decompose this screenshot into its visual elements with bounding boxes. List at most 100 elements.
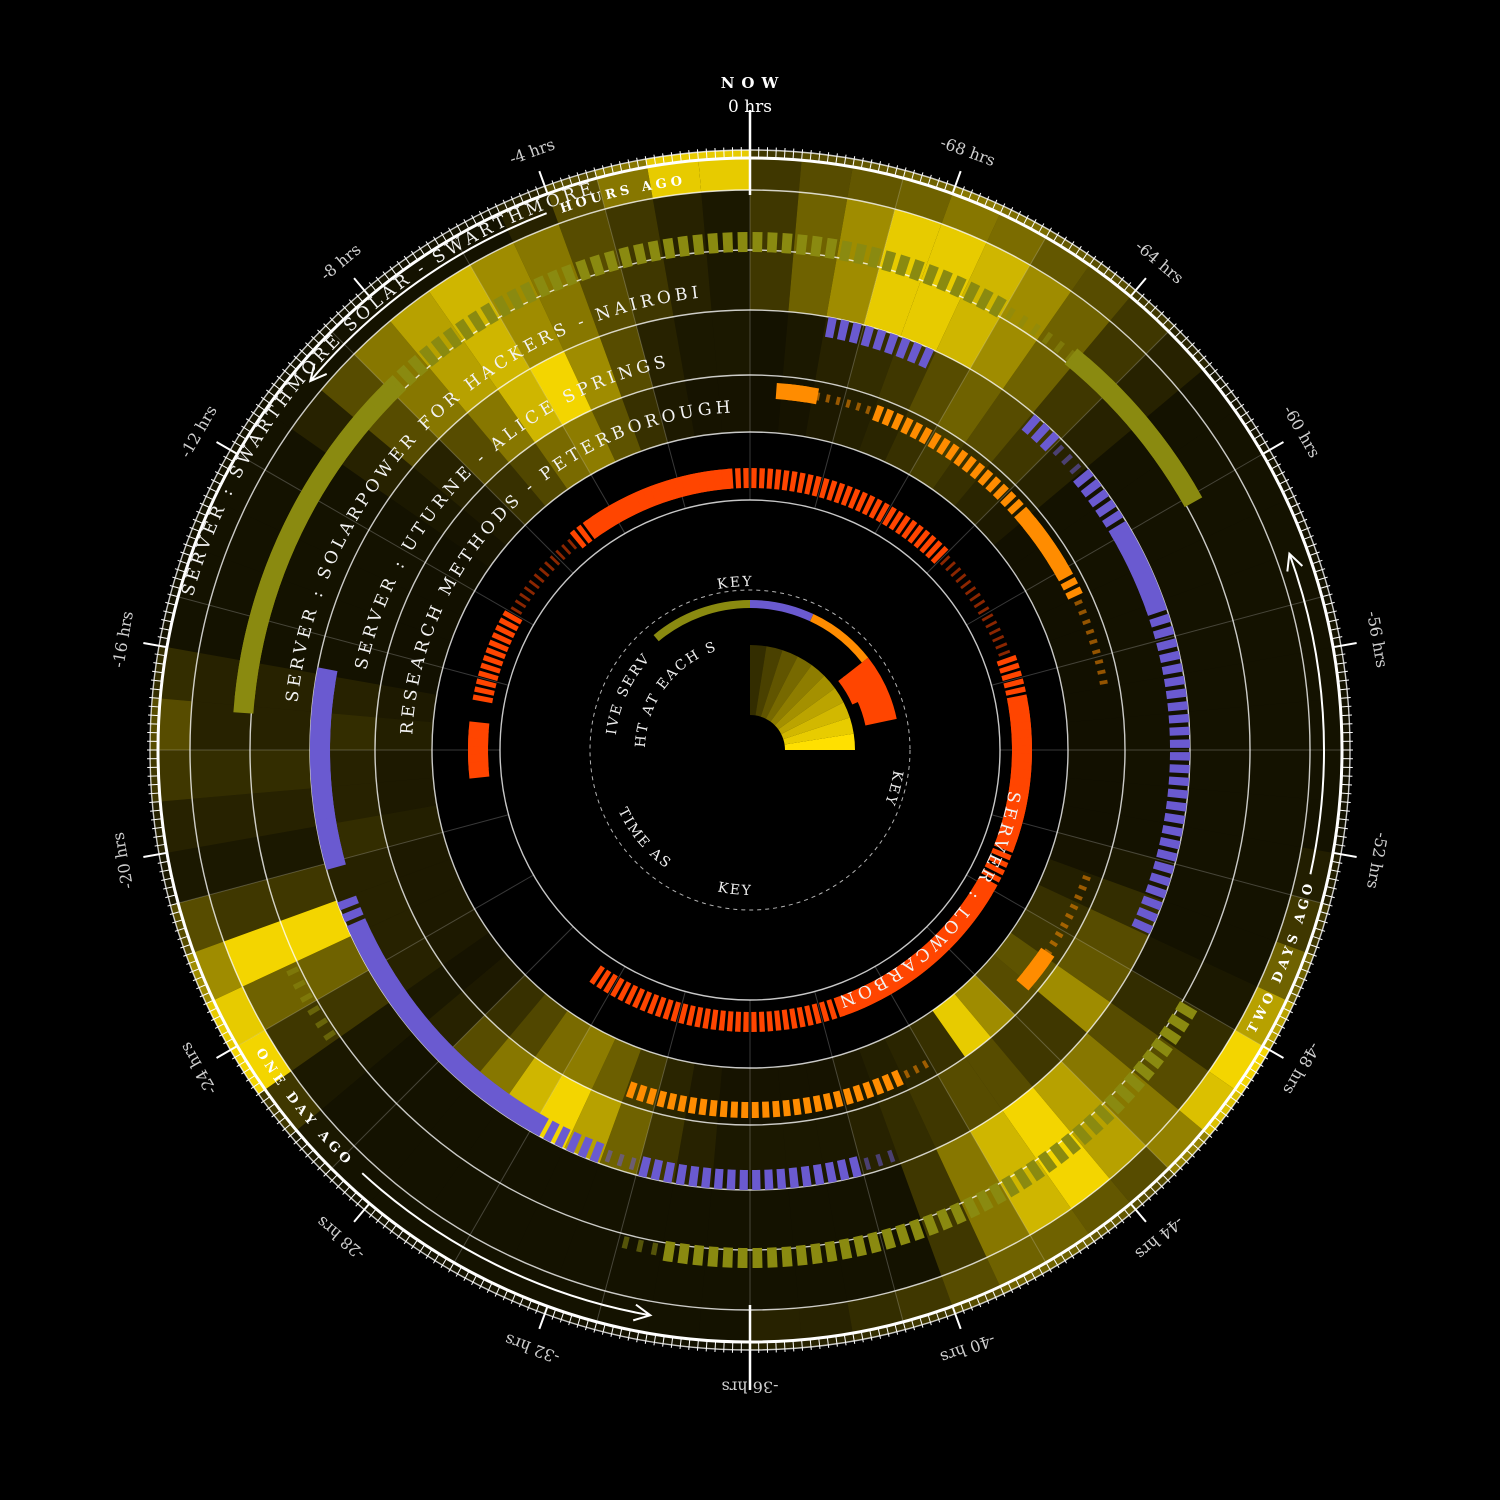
active-mark xyxy=(1159,1025,1182,1046)
time-tick xyxy=(180,943,191,949)
active-mark xyxy=(678,1003,689,1025)
time-tick xyxy=(199,991,211,998)
active-mark xyxy=(739,1169,748,1190)
active-mark xyxy=(233,682,257,714)
time-tick xyxy=(207,486,218,493)
time-tick xyxy=(266,1103,276,1111)
active-mark xyxy=(576,524,593,544)
active-mark xyxy=(1108,520,1130,539)
time-tick xyxy=(223,1038,234,1045)
time-tick xyxy=(1109,1219,1118,1229)
active-mark xyxy=(992,483,1009,500)
time-tick xyxy=(869,1329,873,1341)
sunlight-cell xyxy=(159,594,210,653)
time-tick xyxy=(919,172,924,184)
time-tick xyxy=(1007,1282,1014,1293)
sunlight-cell xyxy=(290,325,355,391)
time-tick xyxy=(189,526,201,532)
active-mark xyxy=(647,993,660,1015)
time-tick xyxy=(348,1191,357,1201)
active-mark xyxy=(1102,510,1124,528)
active-mark xyxy=(922,264,939,287)
time-tick xyxy=(250,1082,261,1090)
active-mark xyxy=(881,408,895,427)
active-mark xyxy=(491,632,513,646)
grid-radial-line xyxy=(325,325,574,574)
key-label-key: KEY xyxy=(881,769,906,808)
time-tick xyxy=(783,147,786,160)
sunlight-cell xyxy=(621,387,668,452)
time-tick xyxy=(1244,1074,1255,1082)
time-tick xyxy=(1262,441,1284,455)
active-mark xyxy=(454,318,475,341)
grid-radial-line xyxy=(449,230,626,534)
active-mark xyxy=(775,382,798,401)
time-tick xyxy=(593,167,598,179)
sunlight-cell xyxy=(376,777,437,816)
time-tick xyxy=(172,576,184,581)
time-tick xyxy=(877,161,882,173)
active-mark xyxy=(315,1017,329,1029)
active-mark xyxy=(945,561,956,572)
time-tick xyxy=(568,174,573,186)
sunlight-cell xyxy=(230,1030,292,1095)
active-mark xyxy=(677,1095,688,1113)
time-tick xyxy=(199,502,211,509)
active-mark xyxy=(840,485,853,507)
time-tick xyxy=(276,375,286,384)
active-mark xyxy=(1088,488,1110,508)
active-mark xyxy=(909,421,924,440)
active-mark xyxy=(766,1011,774,1032)
time-tick xyxy=(149,801,161,804)
sunlight-cell xyxy=(497,368,563,443)
key-sunlight-swatch xyxy=(765,656,812,722)
tick-label: -40 hrs xyxy=(938,1330,998,1367)
sunlight-cell xyxy=(1063,684,1124,723)
active-mark xyxy=(1030,422,1051,444)
time-tick xyxy=(250,410,261,418)
active-mark xyxy=(853,1235,867,1257)
active-mark xyxy=(766,232,778,253)
sunlight-cell xyxy=(645,1301,702,1348)
time-tick xyxy=(1208,368,1218,377)
period-arrow-head xyxy=(308,363,328,383)
active-mark xyxy=(692,1244,705,1266)
time-tick xyxy=(1339,696,1351,699)
ring-circle xyxy=(249,249,1251,1251)
active-mark xyxy=(488,639,509,653)
time-tick xyxy=(818,1337,821,1349)
time-tick xyxy=(348,299,357,309)
active-mark xyxy=(811,1003,822,1025)
time-tick xyxy=(644,156,648,168)
sunlight-cell xyxy=(986,206,1050,266)
tick-label: -8 hrs xyxy=(316,240,364,285)
time-tick xyxy=(1168,323,1177,332)
time-tick xyxy=(1316,919,1328,924)
sunlight-cell xyxy=(1066,717,1125,750)
key-sunlight-swatch xyxy=(778,688,844,735)
active-mark xyxy=(694,1006,704,1028)
active-mark xyxy=(734,468,742,489)
sunlight-cell xyxy=(974,954,1038,1016)
tick-label: -60 hrs xyxy=(1279,402,1324,461)
time-tick xyxy=(1338,688,1350,691)
active-mark xyxy=(603,973,618,994)
active-mark xyxy=(848,322,862,344)
active-mark xyxy=(677,235,690,257)
sunlight-cell xyxy=(258,1071,322,1136)
sunlight-cell xyxy=(717,375,750,434)
sunlight-cell xyxy=(376,684,437,723)
time-tick xyxy=(167,593,179,598)
time-tick xyxy=(1332,851,1357,858)
time-tick xyxy=(1045,227,1052,238)
active-mark xyxy=(860,325,875,348)
time-tick xyxy=(159,627,171,631)
active-mark xyxy=(824,237,838,260)
sunlight-cell xyxy=(1025,562,1090,616)
time-tick xyxy=(1089,1234,1097,1245)
time-tick xyxy=(153,662,165,665)
sunlight-cell xyxy=(1145,325,1210,391)
tick-label: -52 hrs xyxy=(1363,831,1392,890)
active-mark xyxy=(468,761,490,779)
time-tick xyxy=(679,1337,682,1349)
